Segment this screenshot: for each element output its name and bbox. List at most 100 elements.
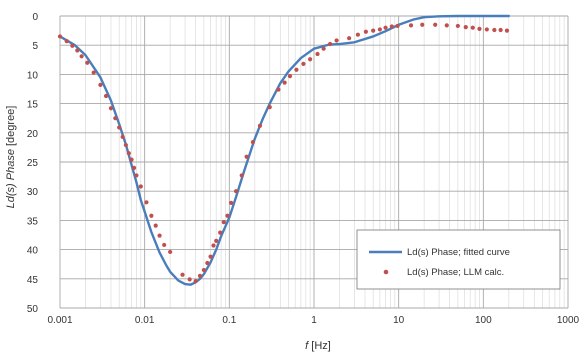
calc-data-point [276, 87, 281, 92]
calc-data-point [91, 70, 96, 75]
tick-labels: 0.001 0.01 0.1 1 10 100 1000 0 5 10 15 20 25 30 35 40 45… [27, 12, 580, 326]
x-tick-label: 10 [393, 315, 405, 326]
calc-data-point [201, 267, 206, 273]
y-tick-label: 5 [32, 41, 38, 52]
calc-data-point [113, 116, 118, 121]
calc-data-point [328, 41, 333, 47]
calc-data-point [138, 184, 143, 189]
legend-dot-swatch [383, 269, 389, 275]
y-tick-label: 30 [27, 187, 39, 198]
calc-data-point [218, 230, 223, 235]
x-tick-label: 100 [475, 315, 492, 326]
calc-data-point [129, 157, 134, 162]
calc-data-point [144, 200, 149, 205]
y-tick-label: 20 [27, 129, 39, 140]
calc-data-point [64, 39, 69, 44]
calc-data-point [221, 220, 226, 225]
calc-data-point [134, 173, 139, 178]
calc-data-point [180, 272, 185, 277]
calc-data-point [334, 38, 339, 43]
y-tick-label: 40 [27, 246, 39, 257]
y-axis-title: Ld(s) Phase [degree] [5, 106, 17, 209]
calc-data-point [395, 23, 400, 29]
calc-data-point [444, 23, 449, 28]
calc-data-point [504, 28, 510, 33]
calc-data-point [477, 26, 482, 31]
y-tick-label: 15 [27, 100, 39, 111]
calc-data-point [211, 243, 216, 248]
calc-data-point [205, 260, 210, 266]
calc-data-point [282, 80, 287, 85]
calc-data-point [420, 22, 425, 27]
calc-data-point [383, 25, 388, 30]
calc-data-point [193, 279, 198, 284]
calc-data-point [153, 223, 158, 228]
legend-box [356, 229, 561, 290]
x-tick-label: 0.001 [47, 315, 72, 326]
x-axis-title-var: f [305, 340, 309, 352]
x-tick-label: 1 [311, 315, 317, 326]
y-tick-label: 35 [27, 216, 39, 227]
fitted-curve-line [58, 14, 511, 286]
calc-data-point [157, 233, 162, 238]
calc-data-point [347, 36, 352, 41]
calc-data-point [498, 27, 503, 33]
calc-data-point [197, 273, 203, 278]
calc-data-point [79, 54, 84, 59]
calc-data-point [98, 82, 103, 88]
calc-data-point [225, 213, 230, 218]
calc-data-point [287, 74, 293, 79]
calc-data-point [463, 25, 468, 30]
calc-data-point [377, 27, 382, 32]
calc-data-point [371, 28, 376, 33]
calc-data-point [308, 57, 313, 62]
calc-data-point [239, 173, 244, 178]
calc-data-point [408, 23, 414, 28]
calc-data-point [229, 200, 234, 205]
calc-data-point [162, 242, 167, 248]
calc-data-point [294, 67, 299, 72]
calc-data-point [433, 22, 438, 27]
calc-data-point [57, 34, 63, 39]
calc-data-point [301, 61, 306, 66]
calc-data-point [120, 134, 125, 139]
calc-data-point [214, 238, 219, 243]
calc-data-point [208, 254, 213, 259]
calc-data-point [149, 213, 154, 218]
x-tick-label: 0.01 [135, 315, 155, 326]
calc-data-point [355, 32, 360, 37]
calc-data-point [484, 27, 489, 32]
y-tick-label: 25 [27, 158, 39, 169]
calc-data-point [455, 23, 460, 29]
calc-data-point [108, 106, 114, 111]
calc-data-point [168, 249, 173, 255]
calc-data-point [244, 154, 249, 159]
calc-data-point [321, 46, 326, 51]
calc-data-point [103, 93, 109, 99]
x-axis-title-unit: [Hz] [308, 340, 331, 352]
calc-data-point [257, 123, 263, 128]
y-tick-label: 0 [32, 12, 38, 23]
calc-data-point [85, 60, 90, 65]
calc-data-point [117, 125, 122, 130]
x-axis-title: f [Hz] [305, 340, 331, 352]
calc-data-point [123, 142, 128, 148]
calc-data-point [187, 277, 192, 282]
y-tick-label: 10 [27, 70, 39, 81]
calc-data-point [315, 51, 320, 57]
calc-data-point [250, 140, 256, 145]
calc-data-point [131, 165, 137, 170]
legend-label-calc: Ld(s) Phase; LLM calc. [407, 267, 504, 278]
calc-data-point [492, 27, 497, 33]
calc-data-point [363, 29, 368, 34]
legend-label-fitted: Ld(s) Phase; fitted curve [407, 247, 510, 258]
plot-series [57, 14, 511, 286]
calc-data-point [75, 48, 80, 53]
calc-data-point [70, 43, 75, 48]
calc-data-point [267, 105, 272, 110]
calc-data-point [470, 25, 475, 30]
x-tick-label: 1000 [557, 315, 580, 326]
legend: Ld(s) Phase; fitted curve Ld(s) Phase; L… [356, 229, 561, 290]
